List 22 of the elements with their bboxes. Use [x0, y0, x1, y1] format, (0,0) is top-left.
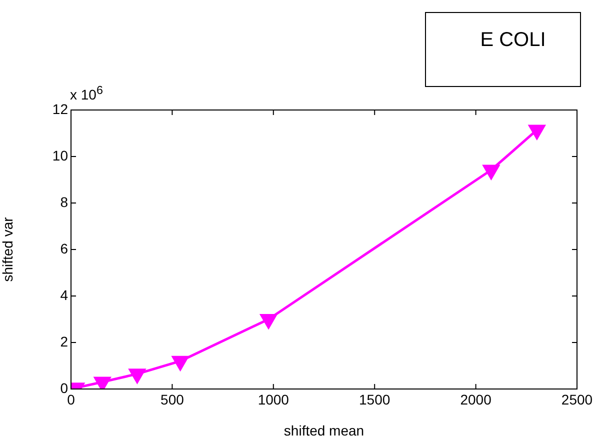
y-axis-title: shifted var — [0, 216, 16, 282]
y-tick-label: 6 — [60, 240, 68, 256]
y-tick-label: 10 — [52, 147, 68, 164]
x-tick-label: 500 — [160, 391, 184, 408]
x-tick-label: 2000 — [460, 391, 492, 408]
x-tick-label: 1000 — [258, 391, 290, 408]
point — [94, 376, 111, 389]
point — [528, 124, 546, 140]
text: E COLI — [425, 12, 581, 87]
x-axis-title: shifted mean — [284, 422, 364, 438]
y-tick-label: 8 — [60, 194, 68, 210]
x-tick-label: 2500 — [561, 391, 593, 408]
y-tick-label: 12 — [52, 100, 68, 117]
text: x 10$^{6}$ — [70, 84, 103, 103]
point — [172, 356, 188, 370]
point — [483, 164, 500, 180]
point — [129, 368, 146, 384]
y-tick-label: 4 — [60, 286, 68, 303]
y-tick-label: 2 — [60, 333, 68, 350]
y-tick-label: 0 — [60, 380, 68, 396]
x-tick-label: 1500 — [359, 391, 390, 408]
point — [260, 314, 277, 328]
